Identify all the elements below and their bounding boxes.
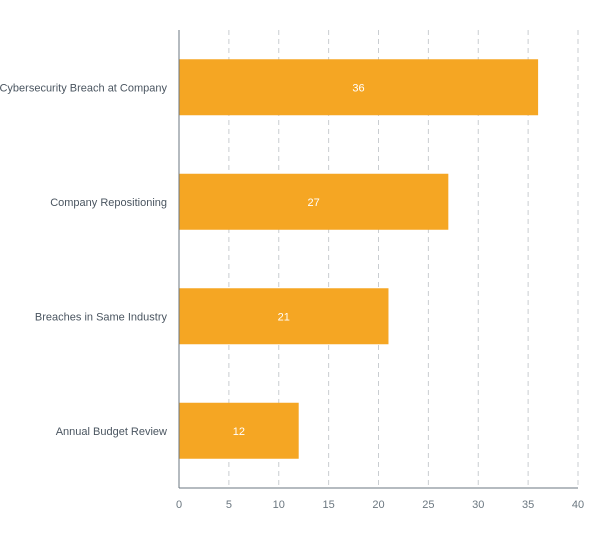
data-label: 21 — [278, 311, 290, 323]
x-tick-label: 35 — [522, 499, 534, 511]
category-label: Annual Budget Review — [56, 426, 167, 438]
data-label: 12 — [233, 426, 245, 438]
bar — [179, 288, 389, 345]
x-tick-label: 40 — [572, 499, 584, 511]
x-tick-label: 5 — [226, 499, 232, 511]
bar — [179, 402, 299, 459]
x-tick-label: 10 — [273, 499, 285, 511]
x-tick-label: 30 — [472, 499, 484, 511]
category-label: Company Repositioning — [50, 197, 167, 209]
category-label: Cybersecurity Breach at Company — [0, 82, 167, 94]
category-label: Breaches in Same Industry — [35, 311, 168, 323]
x-tick-label: 20 — [372, 499, 384, 511]
axis-layer: 0 5 10 15 20 25 30 35 40 Cybersecurity Breach at … — [0, 30, 584, 511]
data-label: 36 — [352, 82, 364, 94]
bar — [179, 173, 449, 230]
x-tick-label: 25 — [422, 499, 434, 511]
bar-layer: 36 27 21 12 — [179, 59, 539, 459]
data-label: 27 — [308, 197, 320, 209]
bar — [179, 59, 539, 116]
x-tick-label: 15 — [323, 499, 335, 511]
x-tick-label: 0 — [176, 499, 182, 511]
